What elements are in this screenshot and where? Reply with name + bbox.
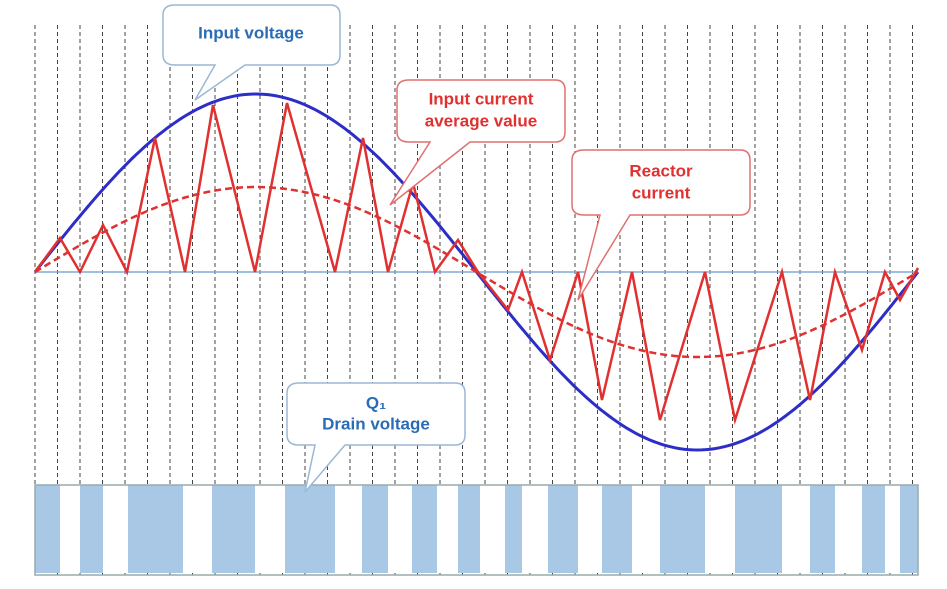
drain-voltage: [34, 484, 919, 576]
drain-gap: [388, 485, 412, 573]
average-current-wave: [34, 185, 919, 359]
drain-gap: [835, 485, 862, 573]
drain-gap: [255, 485, 285, 573]
callout-box: [571, 149, 751, 301]
drain-gap: [103, 485, 128, 573]
callout: Input current average value: [389, 79, 566, 206]
drain-gap: [632, 485, 660, 573]
drain-gap: [782, 485, 810, 573]
drain-gap: [885, 485, 900, 573]
callout-box: [286, 382, 466, 493]
drain-gap: [335, 485, 362, 573]
drain-gap: [183, 485, 212, 573]
drain-gap: [705, 485, 735, 573]
drain-band: [35, 485, 918, 573]
callout-box: [389, 79, 566, 206]
callout-text: Reactor: [629, 161, 693, 180]
callout: Input voltage: [162, 4, 341, 101]
callout-text: Q₁: [366, 393, 386, 412]
callout-text: Input voltage: [198, 23, 304, 42]
drain-gap: [480, 485, 505, 573]
callout-text: average value: [425, 111, 537, 130]
callout: Reactor current: [571, 149, 751, 301]
callout-text: current: [632, 183, 691, 202]
callout-box: [162, 4, 341, 101]
callout-text: Input current: [429, 89, 534, 108]
reactor-current-wave: [33, 102, 920, 425]
drain-gap: [437, 485, 458, 573]
callout-text: Drain voltage: [322, 414, 430, 433]
drain-gap: [578, 485, 602, 573]
drain-frame: [34, 484, 919, 576]
drain-gap: [60, 485, 80, 573]
drain-gap: [522, 485, 548, 573]
callout: Q₁ Drain voltage: [286, 382, 466, 493]
